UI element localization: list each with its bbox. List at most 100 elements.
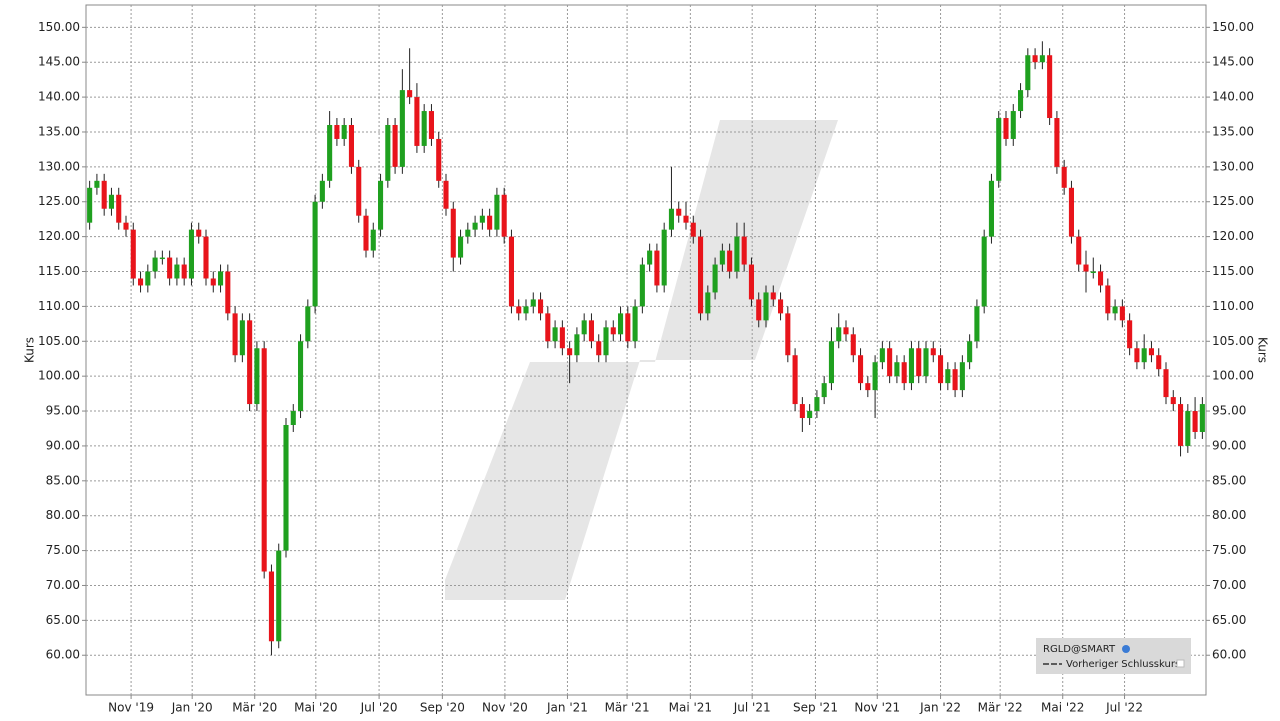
candle-body — [312, 201, 318, 307]
x-tick-label: Jan '21 — [546, 701, 588, 715]
candle-body — [167, 257, 173, 279]
candle-body — [1018, 90, 1024, 112]
candle-body — [748, 264, 754, 300]
y2-tick-label: 105.00 — [1212, 334, 1254, 348]
candle-body — [1112, 306, 1118, 314]
candle-body — [1003, 118, 1009, 139]
y-tick-label: 115.00 — [38, 264, 80, 278]
candle-body — [981, 236, 987, 307]
x-tick-label: Mär '22 — [978, 701, 1023, 715]
candle-body — [603, 327, 609, 356]
candle-body — [305, 306, 311, 342]
y-axis-label: Kurs — [23, 337, 37, 363]
candle-body — [327, 125, 333, 181]
candle-body — [807, 411, 813, 419]
candle-body — [116, 194, 122, 223]
y-tick-label: 110.00 — [38, 299, 80, 313]
candle-body — [894, 362, 900, 377]
y2-tick-label: 70.00 — [1212, 578, 1246, 592]
candle-body — [283, 425, 289, 551]
candle-body — [508, 236, 514, 307]
candle-body — [1025, 55, 1031, 91]
candle-body — [719, 250, 725, 265]
x-tick-label: Jul '22 — [1105, 701, 1143, 715]
candle-body — [319, 180, 325, 202]
candle-body — [334, 125, 340, 139]
candle-body — [763, 292, 769, 321]
candle-body — [290, 411, 296, 425]
candle-body — [487, 215, 493, 230]
candle-body — [356, 166, 362, 216]
candle-body — [101, 180, 107, 209]
y-tick-label: 105.00 — [38, 334, 80, 348]
candle-body — [363, 215, 369, 251]
candles — [87, 41, 1205, 656]
candle-body — [952, 369, 958, 391]
candle-body — [530, 299, 536, 307]
candle-body — [218, 271, 224, 286]
y-tick-label: 100.00 — [38, 369, 80, 383]
candle-body — [836, 327, 842, 342]
y-tick-label: 80.00 — [46, 508, 80, 522]
candle-body — [108, 194, 114, 209]
y2-tick-label: 65.00 — [1212, 613, 1246, 627]
candle-body — [174, 264, 180, 279]
y2-tick-label: 95.00 — [1212, 404, 1246, 418]
y2-axis-label: Kurs — [1256, 337, 1270, 363]
x-tick-label: Sep '20 — [420, 701, 465, 715]
candle-body — [1178, 404, 1184, 446]
candle-body — [552, 327, 558, 342]
candle-body — [239, 320, 245, 356]
y-tick-label: 75.00 — [46, 543, 80, 557]
candle-body — [661, 229, 667, 286]
candle-body — [778, 299, 784, 314]
candle-body — [1032, 55, 1038, 63]
candle-body — [676, 208, 682, 216]
candle-body — [1083, 264, 1089, 272]
y2-tick-label: 125.00 — [1212, 194, 1254, 208]
y-tick-label: 85.00 — [46, 473, 80, 487]
candle-body — [1119, 306, 1125, 321]
x-tick-label: Nov '19 — [108, 701, 154, 715]
candle-body — [225, 271, 231, 314]
y2-tick-label: 60.00 — [1212, 648, 1246, 662]
candle-body — [865, 383, 871, 391]
candle-body — [436, 138, 442, 181]
candle-body — [501, 194, 507, 237]
candle-body — [203, 236, 209, 279]
candle-body — [588, 320, 594, 342]
candle-body — [843, 327, 849, 335]
y-tick-label: 125.00 — [38, 194, 80, 208]
legend-checkbox[interactable] — [1176, 659, 1185, 668]
candle-body — [574, 334, 580, 356]
candle-body — [901, 362, 907, 384]
candle-body — [1141, 348, 1147, 363]
y2-tick-label: 80.00 — [1212, 508, 1246, 522]
candle-body — [261, 348, 267, 572]
candle-body — [1148, 348, 1154, 356]
candle-body — [130, 229, 136, 279]
candle-body — [770, 292, 776, 300]
y-tick-label: 145.00 — [38, 55, 80, 69]
candle-body — [188, 229, 194, 279]
candle-body — [545, 313, 551, 342]
candle-body — [690, 222, 696, 237]
candle-body — [1098, 271, 1104, 286]
candle-body — [516, 306, 522, 314]
candle-body — [298, 341, 304, 412]
candle-body — [159, 257, 165, 260]
candle-body — [988, 180, 994, 237]
candle-body — [1076, 236, 1082, 265]
candle-body — [792, 355, 798, 405]
candle-body — [756, 299, 762, 321]
candle-body — [945, 369, 951, 384]
y2-tick-label: 110.00 — [1212, 299, 1254, 313]
candle-body — [785, 313, 791, 356]
candle-body — [858, 355, 864, 384]
candle-body — [472, 222, 478, 230]
candle-body — [647, 250, 653, 265]
plot-frame — [85, 4, 1207, 696]
candle-body — [268, 571, 274, 642]
candle-body — [727, 250, 733, 272]
candle-body — [1054, 118, 1060, 167]
